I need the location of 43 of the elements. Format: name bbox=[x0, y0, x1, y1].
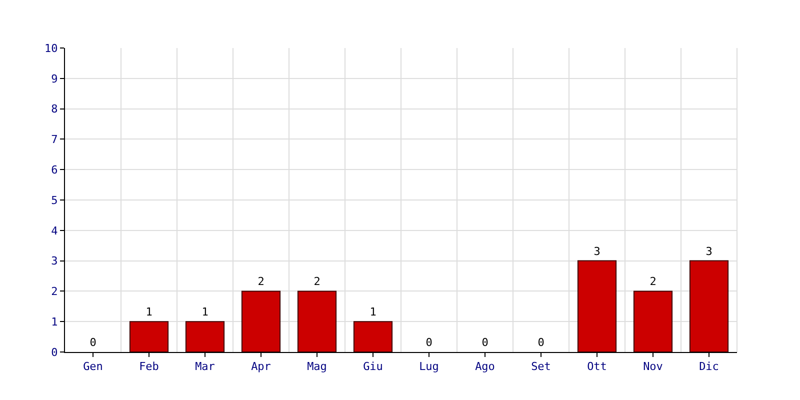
y-tick-label: 1 bbox=[51, 315, 58, 328]
y-tick-label: 6 bbox=[51, 163, 58, 176]
x-tick-label: Nov bbox=[643, 360, 664, 374]
data-label: 0 bbox=[538, 336, 544, 349]
bar bbox=[297, 290, 337, 352]
data-label: 0 bbox=[426, 336, 432, 349]
bar bbox=[353, 321, 393, 352]
bar bbox=[689, 260, 729, 352]
x-tick-label: Mag bbox=[307, 360, 327, 374]
y-tick-label: 7 bbox=[51, 133, 58, 146]
bar bbox=[185, 321, 225, 352]
y-tick-label: 4 bbox=[51, 224, 58, 238]
y-tick-label: 0 bbox=[51, 346, 58, 359]
x-tick-label: Giu bbox=[363, 360, 383, 374]
data-label: 2 bbox=[650, 275, 656, 288]
x-tick-label: Feb bbox=[139, 360, 159, 374]
data-label: 1 bbox=[146, 306, 152, 319]
data-label: 2 bbox=[314, 275, 320, 288]
y-tick-label: 2 bbox=[51, 285, 58, 298]
x-tick-label: Dic bbox=[699, 360, 719, 374]
data-label: 2 bbox=[258, 275, 264, 288]
x-tick-label: Mar bbox=[195, 360, 216, 374]
data-label: 3 bbox=[594, 244, 600, 258]
y-tick-label: 10 bbox=[44, 42, 58, 55]
data-label: 0 bbox=[90, 336, 96, 349]
x-tick-label: Apr bbox=[251, 360, 272, 374]
x-tick-label: Gen bbox=[83, 360, 103, 374]
data-label: 0 bbox=[482, 336, 488, 349]
data-label: 3 bbox=[706, 244, 712, 258]
bar bbox=[577, 260, 617, 352]
data-label: 1 bbox=[202, 306, 208, 319]
y-tick-label: 8 bbox=[51, 102, 58, 116]
y-tick-label: 9 bbox=[51, 72, 58, 86]
bar bbox=[241, 290, 281, 352]
x-tick-label: Ott bbox=[587, 360, 607, 374]
x-tick-label: Lug bbox=[419, 360, 439, 374]
data-label: 1 bbox=[370, 306, 376, 319]
bar bbox=[633, 290, 673, 352]
y-tick-label: 3 bbox=[51, 254, 58, 268]
y-tick-label: 5 bbox=[51, 194, 58, 207]
x-tick-label: Ago bbox=[475, 360, 495, 374]
bar bbox=[129, 321, 169, 352]
x-tick-label: Set bbox=[531, 360, 551, 374]
